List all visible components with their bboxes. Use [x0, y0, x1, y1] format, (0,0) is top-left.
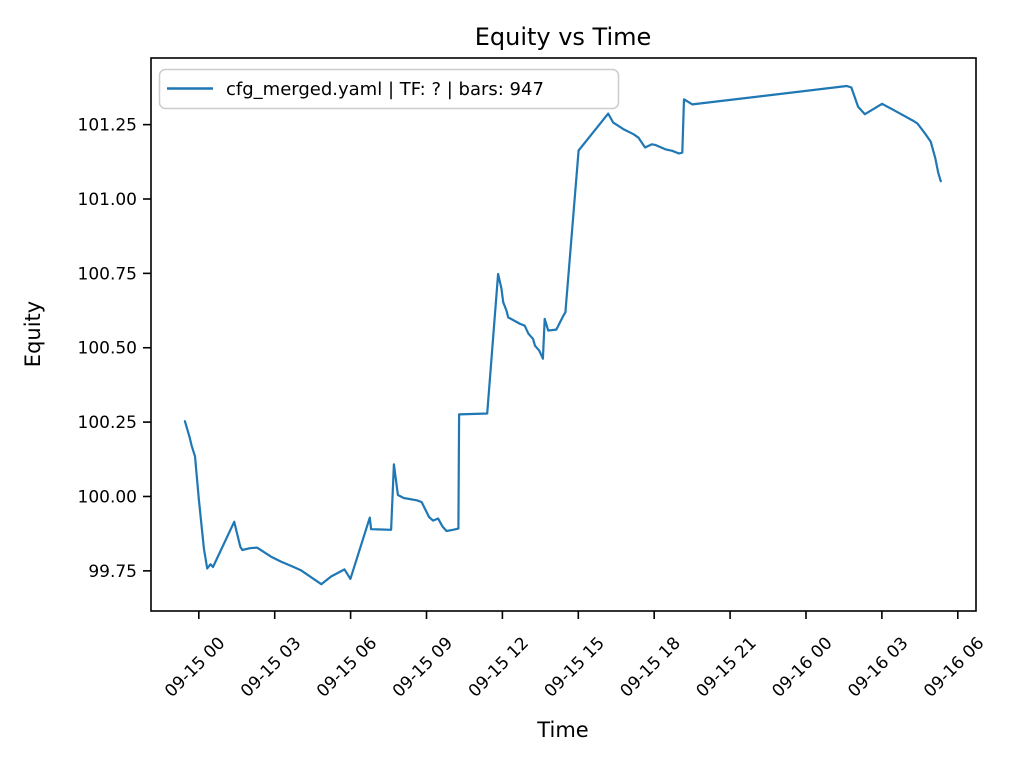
x-tick-label-5: 09-15 15	[541, 633, 609, 701]
y-tick-label-5: 101.00	[78, 190, 137, 210]
x-tick-label-2: 09-15 06	[313, 633, 381, 701]
x-axis-label: Time	[536, 718, 588, 742]
y-tick-label-3: 100.50	[78, 339, 137, 359]
plot-border	[150, 57, 977, 612]
x-tick-label-7: 09-15 21	[692, 633, 760, 701]
legend: cfg_merged.yaml | TF: ? | bars: 947	[158, 68, 620, 110]
y-tick-label-1: 100.00	[78, 487, 137, 507]
x-tick-label-3: 09-15 09	[389, 633, 457, 701]
x-tick-label-0: 09-15 00	[161, 633, 229, 701]
x-tick-label-6: 09-15 18	[617, 633, 685, 701]
x-axis-ticks: 09-15 00 09-15 03 09-15 06 09-15 09 09-15 12…	[161, 611, 988, 702]
legend-label: cfg_merged.yaml | TF: ? | bars: 947	[226, 79, 544, 100]
chart-title: Equity vs Time	[475, 23, 652, 51]
x-tick-label-1: 09-15 03	[237, 633, 305, 701]
y-tick-label-0: 99.75	[88, 562, 137, 582]
y-tick-label-2: 100.25	[78, 413, 137, 433]
y-axis-label: Equity	[21, 301, 45, 367]
x-tick-label-10: 09-16 06	[920, 633, 988, 701]
y-tick-label-4: 100.75	[78, 264, 137, 284]
y-axis-ticks: 99.75 100.00 100.25 100.50 100.75 101.00 101.2…	[78, 116, 151, 582]
legend-box	[158, 68, 620, 110]
x-tick-label-8: 09-16 00	[768, 633, 836, 701]
equity-line	[183, 84, 942, 586]
x-tick-label-9: 09-16 03	[844, 633, 912, 701]
y-tick-label-6: 101.25	[78, 116, 137, 136]
x-tick-label-4: 09-15 12	[465, 633, 533, 701]
